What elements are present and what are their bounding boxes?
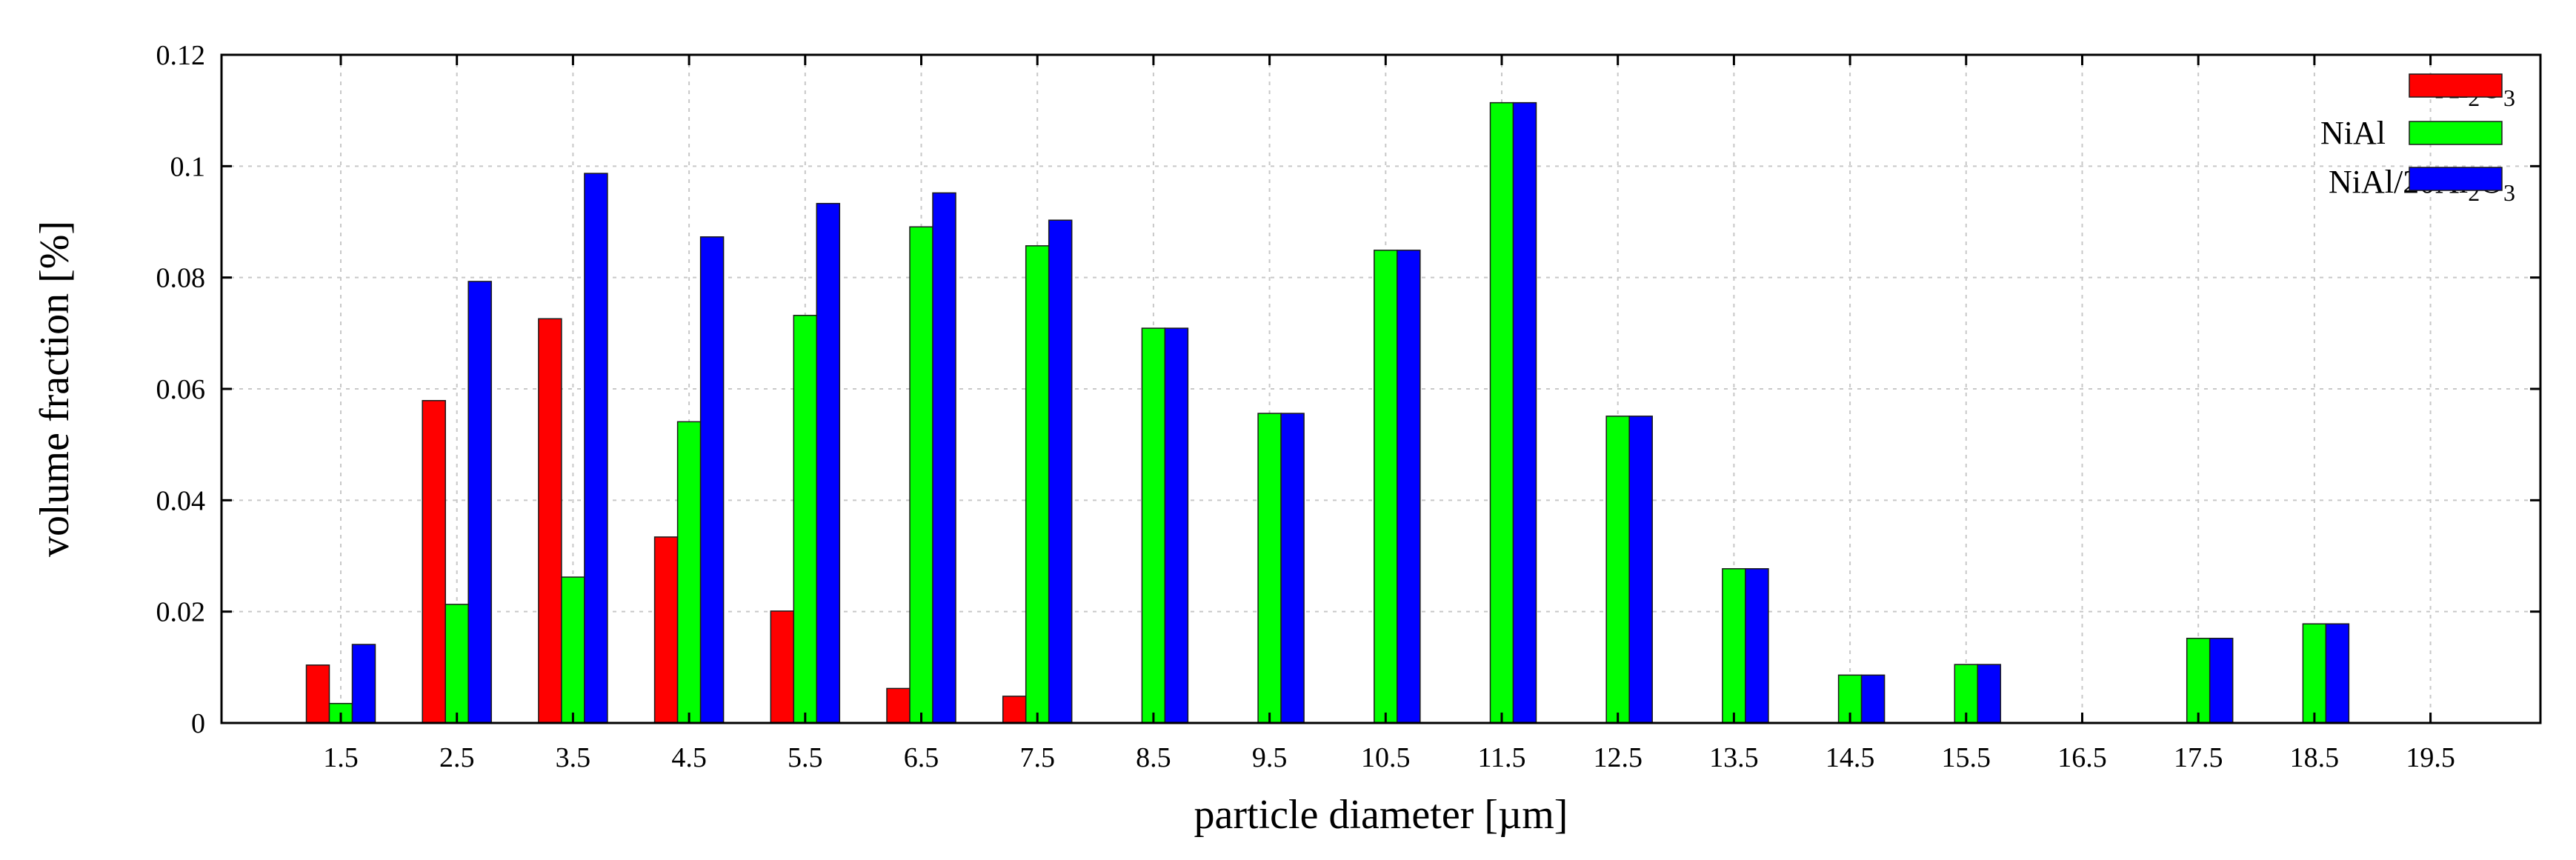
legend-swatch-nial20al2o3: [2409, 167, 2503, 191]
x-tick-label: 9.5: [1252, 742, 1288, 773]
y-tick-label: 0.1: [170, 151, 206, 182]
x-tick-label: 1.5: [323, 742, 359, 773]
x-tick-label: 10.5: [1361, 742, 1411, 773]
bar-nial-4_5: [676, 421, 702, 724]
bar-nial20al2o3-17_5: [2209, 637, 2234, 724]
legend-swatch-al2o3: [2409, 73, 2503, 98]
bar-nial-10_5: [1374, 250, 1398, 724]
bar-nial-8_5: [1141, 327, 1166, 724]
x-tick-label: 11.5: [1477, 742, 1525, 773]
x-tick-label: 5.5: [788, 742, 823, 773]
bar-nial20al2o3-1_5: [351, 644, 376, 724]
bar-al2o3-2_5: [422, 400, 446, 724]
bar-nial-18_5: [2302, 623, 2327, 724]
bar-nial20al2o3-2_5: [467, 281, 492, 724]
y-tick-label: 0: [191, 708, 205, 739]
x-tick-label: 19.5: [2406, 742, 2455, 773]
bar-al2o3-5_5: [770, 610, 795, 724]
bar-al2o3-4_5: [653, 536, 679, 724]
bar-nial20al2o3-8_5: [1164, 327, 1189, 724]
x-tick-label: 16.5: [2057, 742, 2107, 773]
y-tick-label: 0.06: [156, 374, 206, 405]
bar-nial-9_5: [1257, 413, 1282, 724]
bar-layer: [305, 101, 2350, 724]
bar-nial20al2o3-3_5: [584, 173, 608, 724]
x-tick-label: 13.5: [1709, 742, 1759, 773]
bar-nial-5_5: [793, 315, 818, 724]
bar-nial20al2o3-13_5: [1745, 568, 1769, 724]
tick-layer: [222, 53, 2540, 724]
y-tick-label: 0.12: [156, 40, 206, 71]
bar-nial-13_5: [1722, 568, 1746, 724]
legend-label-nial: NiAl: [2320, 115, 2386, 151]
bar-nial20al2o3-4_5: [699, 236, 725, 724]
x-tick-label: 7.5: [1019, 742, 1055, 773]
bar-nial20al2o3-5_5: [816, 202, 841, 724]
legend: Al2O3 NiAl NiAl/20Al2O3: [2320, 69, 2515, 206]
x-tick-label: 6.5: [904, 742, 939, 773]
bar-nial20al2o3-7_5: [1048, 219, 1073, 724]
x-tick-label: 17.5: [2174, 742, 2223, 773]
bar-nial-12_5: [1605, 416, 1630, 724]
bar-al2o3-1_5: [305, 664, 330, 724]
bar-al2o3-6_5: [886, 687, 911, 724]
bar-nial20al2o3-18_5: [2325, 623, 2350, 724]
bar-nial20al2o3-11_5: [1512, 101, 1537, 724]
y-tick-label: 0.08: [156, 263, 206, 294]
y-axis-title: volume fraction [%]: [32, 221, 78, 557]
bar-nial20al2o3-15_5: [1977, 664, 2002, 724]
bar-nial-6_5: [909, 226, 933, 724]
x-tick-label: 12.5: [1593, 742, 1643, 773]
x-axis-title: particle diameter [µm]: [1194, 792, 1568, 838]
bar-nial-7_5: [1025, 245, 1050, 724]
x-tick-label: 18.5: [2290, 742, 2340, 773]
legend-swatch-nial: [2409, 121, 2503, 145]
bar-nial-17_5: [2186, 637, 2211, 724]
bar-al2o3-7_5: [1002, 696, 1027, 724]
x-tick-label: 3.5: [556, 742, 591, 773]
bar-nial-11_5: [1489, 101, 1514, 724]
y-tick-label: 0.04: [156, 485, 206, 516]
bar-al2o3-3_5: [538, 318, 562, 724]
x-tick-label: 2.5: [439, 742, 475, 773]
bar-nial20al2o3-9_5: [1280, 413, 1305, 724]
label-layer: 0 0.02 0.04 0.06 0.08 0.1 0.12 1.5 2.5 3.5 4.5 5.5 6…: [156, 40, 2455, 773]
x-tick-label: 4.5: [671, 742, 707, 773]
bar-nial-2_5: [445, 604, 469, 724]
x-tick-label: 14.5: [1826, 742, 1875, 773]
bar-nial20al2o3-10_5: [1397, 250, 1421, 724]
x-tick-label: 15.5: [1942, 742, 1991, 773]
bar-nial20al2o3-14_5: [1860, 674, 1886, 724]
x-tick-label: 8.5: [1136, 742, 1171, 773]
y-tick-label: 0.02: [156, 597, 206, 628]
bar-nial20al2o3-6_5: [932, 192, 956, 724]
bar-nial-3_5: [561, 576, 585, 724]
bar-nial20al2o3-12_5: [1628, 416, 1653, 724]
